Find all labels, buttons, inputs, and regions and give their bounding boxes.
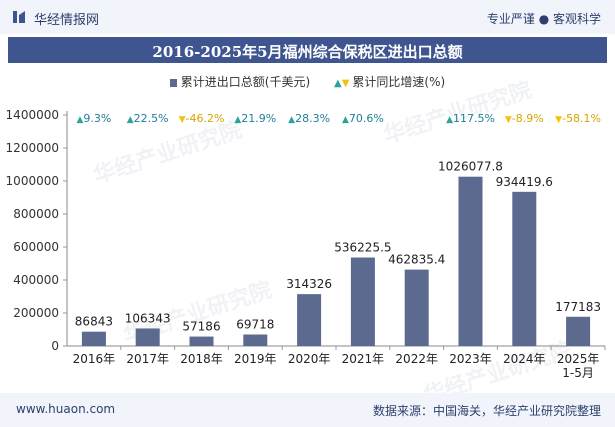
value-label: 177183	[555, 300, 601, 314]
x-tick-label: 2021年	[342, 352, 385, 366]
x-tick-label: 2018年	[180, 352, 223, 366]
value-label: 536225.5	[334, 241, 391, 255]
x-tick-label: 2024年	[503, 352, 546, 366]
bar	[135, 328, 160, 346]
bar	[189, 336, 214, 346]
tagline: 专业严谨 ● 客观科学	[486, 12, 601, 26]
y-tick-label: 1200000	[6, 141, 59, 155]
value-label: 934419.6	[496, 175, 553, 189]
growth-label: ▲70.6%	[342, 112, 384, 125]
bar	[404, 269, 429, 346]
footer-source: 数据来源：中国海关，华经产业研究院整理	[372, 404, 601, 418]
value-label: 69718	[236, 317, 274, 331]
bar	[297, 294, 322, 346]
chart-title: 2016-2025年5月福州综合保税区进出口总额	[152, 43, 463, 61]
legend-bar-label: 累计进出口总额(千美元)	[180, 75, 311, 89]
bar	[458, 176, 483, 346]
x-tick-label: 1-5月	[562, 366, 594, 380]
y-tick-label: 400000	[13, 273, 59, 287]
brand-name: 华经情报网	[34, 13, 100, 28]
legend-growth-label: 累计同比增速(%)	[352, 75, 446, 89]
growth-label: ▼-8.9%	[505, 112, 544, 125]
value-label: 57186	[182, 320, 220, 334]
bar	[566, 316, 591, 346]
x-tick-label: 2025年	[557, 352, 600, 366]
header-bar: 华经情报网 专业严谨 ● 客观科学	[0, 0, 615, 34]
footer-bar: www.huaon.com 数据来源：中国海关，华经产业研究院整理	[0, 393, 615, 427]
x-tick-label: 2022年	[395, 352, 438, 366]
y-tick-label: 200000	[13, 306, 59, 320]
growth-label: ▲28.3%	[288, 112, 330, 125]
x-tick-label: 2023年	[449, 352, 492, 366]
y-tick-label: 600000	[13, 240, 59, 254]
y-tick-label: 800000	[13, 207, 59, 221]
x-tick-label: 2019年	[234, 352, 277, 366]
value-label: 462835.4	[388, 253, 445, 267]
bar	[243, 334, 268, 346]
growth-label: ▲9.3%	[76, 112, 111, 125]
growth-label: ▲21.9%	[234, 112, 276, 125]
growth-label: ▲22.5%	[127, 112, 169, 125]
value-label: 86843	[75, 315, 113, 329]
x-tick-label: 2017年	[126, 352, 169, 366]
y-tick-label: 1400000	[6, 108, 59, 122]
bar	[350, 257, 375, 346]
value-label: 106343	[125, 311, 171, 325]
title-bar: 2016-2025年5月福州综合保税区进出口总额	[8, 37, 607, 63]
growth-label: ▲117.5%	[446, 112, 495, 125]
growth-label: ▼-46.2%	[179, 112, 225, 125]
x-tick-label: 2016年	[73, 352, 116, 366]
legend: 累计进出口总额(千美元) ▲▼ 累计同比增速(%)	[0, 73, 615, 90]
value-label: 314326	[286, 277, 332, 291]
bar	[81, 331, 106, 346]
growth-label: ▼-58.1%	[555, 112, 601, 125]
triangle-down-icon: ▼	[341, 78, 350, 89]
logo-icon	[13, 11, 25, 23]
footer-website: www.huaon.com	[16, 402, 116, 416]
triangle-up-icon: ▲	[334, 78, 342, 89]
legend-bar-swatch	[169, 78, 177, 87]
bar	[512, 191, 537, 346]
legend-bar-item: 累计进出口总额(千美元)	[169, 73, 311, 90]
y-tick-label: 0	[51, 339, 59, 353]
value-label: 1026077.8	[438, 160, 503, 174]
x-tick-label: 2020年	[288, 352, 331, 366]
legend-growth-item: ▲▼ 累计同比增速(%)	[334, 73, 445, 90]
y-tick-label: 1000000	[6, 174, 59, 188]
